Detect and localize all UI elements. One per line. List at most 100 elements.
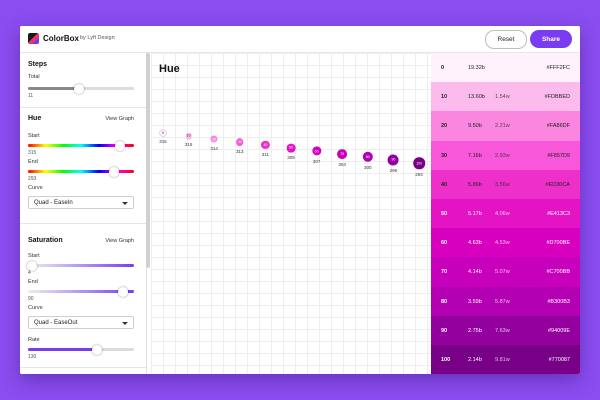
palette-contrast-black: 5.86b [468, 181, 482, 188]
palette-hex: #ED30CA [545, 181, 570, 188]
saturation-end-slider-thumb[interactable] [118, 286, 129, 297]
graph-point[interactable]: 30 [235, 138, 244, 146]
saturation-end-slider[interactable] [28, 286, 134, 297]
saturation-view-graph-link[interactable]: View Graph [105, 238, 134, 244]
palette-hex: #E413C3 [547, 211, 570, 217]
graph-point[interactable]: 80 [362, 151, 373, 163]
hue-graph: Hue 0 315 10 315 20 314 30 313 40 311 50 309 60 307 70… [151, 53, 431, 374]
palette-contrast-black: 4.14b [468, 269, 482, 276]
saturation-rate-slider-fill [28, 348, 97, 351]
palette-row[interactable]: 60 4.63b 4.53w #D700BE [431, 228, 580, 258]
hue-start-value: 315 [28, 150, 37, 156]
hue-curve-select[interactable]: Quad - EaseIn [28, 196, 134, 209]
hue-curve-value: Quad - EaseIn [34, 200, 73, 206]
palette-step: 70 [441, 269, 448, 276]
palette-row[interactable]: 70 4.14b 5.07w #C700BB [431, 257, 580, 287]
graph-point-value: 300 [364, 165, 372, 171]
palette-hex: #FFF2FC [546, 65, 570, 71]
palette-step: 20 [441, 123, 448, 130]
palette-hex: #F857D9 [547, 152, 570, 159]
palette-row[interactable]: 90 2.75b 7.63w #94009E [431, 315, 580, 345]
hue-end-value: 293 [28, 176, 37, 182]
palette-row[interactable]: 20 9.50b 2.21w #FA86DF [431, 111, 580, 141]
palette-step: 60 [441, 240, 448, 247]
total-value: 11 [28, 93, 34, 99]
hue-end-label: End [28, 159, 38, 165]
app-window: ColorBox by Lyft Design Reset Share Step… [20, 26, 580, 374]
palette-row[interactable]: 80 3.59b 5.87w #B300B3 [431, 286, 580, 316]
saturation-start-slider[interactable] [27, 260, 134, 271]
graph-point[interactable]: 100 [413, 157, 425, 169]
sidebar-scrollbar[interactable] [146, 53, 150, 268]
palette-hex: #D700BE [546, 240, 570, 247]
saturation-rate-slider-thumb[interactable] [91, 344, 102, 355]
reset-button[interactable]: Reset [485, 30, 527, 49]
graph-point[interactable]: 70 [337, 149, 348, 159]
hue-start-slider-thumb[interactable] [115, 140, 126, 151]
graph-point-value: 315 [184, 142, 193, 148]
palette-contrast-black: 19.32b [468, 65, 485, 71]
graph-point[interactable]: 0 [159, 129, 167, 137]
graph-point[interactable]: 40 [261, 140, 270, 150]
colorbox-logo-icon [28, 33, 39, 44]
graph-point-value: 293 [415, 171, 423, 177]
palette-step: 100 [441, 357, 451, 363]
palette-step: 50 [441, 211, 448, 217]
header: ColorBox by Lyft Design Reset Share [20, 26, 580, 53]
graph-title: Hue [159, 63, 180, 75]
hue-end-slider[interactable] [28, 166, 134, 177]
hue-start-slider[interactable] [28, 140, 134, 151]
total-label: Total [28, 74, 40, 80]
palette-contrast-white: 4.06w [495, 211, 510, 217]
total-slider-thumb[interactable] [73, 83, 84, 94]
hue-view-graph-link[interactable]: View Graph [105, 116, 134, 122]
palette-row[interactable]: 10 13.60b 1.54w #FDBBED [431, 82, 580, 112]
graph-point-value: 311 [261, 152, 269, 158]
saturation-start-slider-thumb[interactable] [27, 260, 38, 271]
palette-contrast-black: 2.14b [468, 357, 482, 363]
palette-contrast-white: 3.56w [495, 181, 510, 188]
palette-contrast-black: 7.16b [468, 152, 482, 159]
hue-end-slider-thumb[interactable] [108, 166, 119, 177]
saturation-rate-label: Rate [28, 337, 40, 343]
graph-point-value: 296 [389, 168, 398, 174]
palette-contrast-white: 5.87w [495, 298, 510, 305]
palette-step: 0 [441, 65, 445, 71]
divider [20, 223, 146, 224]
palette-row[interactable]: 50 5.17b 4.06w #E413C3 [431, 199, 580, 229]
graph-point[interactable]: 20 [210, 135, 218, 143]
hue-curve-label: Curve [28, 185, 43, 191]
palette-contrast-white: 2.21w [495, 123, 510, 130]
palette-contrast-white: 9.81w [495, 357, 510, 363]
saturation-rate-slider[interactable] [28, 344, 134, 355]
palette-hex: #770087 [548, 357, 570, 363]
saturation-end-value: 90 [28, 296, 34, 302]
palette-row[interactable]: 100 2.14b 9.81w #770087 [431, 345, 580, 374]
palette-hex: #94009E [547, 327, 570, 334]
palette-step: 90 [441, 327, 448, 334]
palette-row[interactable]: 0 19.32b #FFF2FC [431, 53, 580, 83]
graph-point-value: 313 [236, 148, 244, 154]
share-button[interactable]: Share [530, 30, 572, 48]
palette-hex: #B300B3 [547, 298, 570, 305]
palette-step: 30 [441, 152, 448, 159]
palette-step: 80 [441, 298, 448, 305]
hue-title: Hue [28, 115, 42, 122]
graph-point-value: 307 [312, 158, 321, 164]
graph-point-value: 304 [338, 161, 346, 167]
graph-point[interactable]: 90 [387, 154, 399, 166]
chevron-down-icon [122, 202, 128, 205]
graph-point-value: 315 [159, 139, 167, 144]
palette-row[interactable]: 40 5.86b 3.56w #ED30CA [431, 169, 580, 199]
total-slider[interactable] [28, 83, 134, 94]
palette-hex: #FDBBED [544, 94, 570, 101]
saturation-curve-value: Quad - EaseOut [34, 320, 78, 326]
saturation-end-label: End [28, 279, 38, 285]
saturation-curve-select[interactable]: Quad - EaseOut [28, 316, 134, 329]
saturation-curve-label: Curve [28, 305, 43, 311]
graph-point[interactable]: 10 [185, 132, 192, 140]
graph-point[interactable]: 60 [311, 146, 322, 156]
saturation-start-value: 4 [28, 270, 31, 276]
palette-row[interactable]: 30 7.16b 2.93w #F857D9 [431, 140, 580, 170]
graph-point[interactable]: 50 [286, 143, 296, 153]
